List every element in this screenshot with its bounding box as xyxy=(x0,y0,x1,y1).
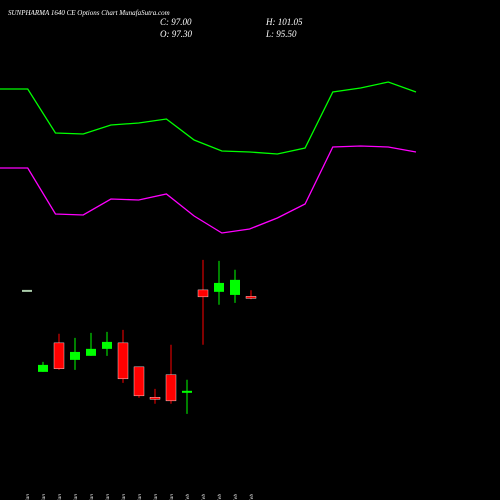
x-tick-label: 29 Jan xyxy=(137,494,143,500)
indicator-line xyxy=(0,145,417,234)
candle-body xyxy=(38,364,48,372)
candle-body xyxy=(22,289,32,292)
x-tick-label: 03 Feb xyxy=(201,494,207,500)
info-low: L: 95.50 xyxy=(265,29,297,39)
x-tick-label: 04 Feb xyxy=(216,494,223,500)
candle-body xyxy=(133,366,145,397)
x-tick-label: 23 Jan xyxy=(89,494,95,500)
candle-body xyxy=(149,397,161,400)
x-tick-label: 19 Jan xyxy=(25,494,31,500)
candle-body xyxy=(165,374,177,402)
x-tick-label: 06 Feb xyxy=(249,494,255,500)
chart-title: SUNPHARMA 1640 CE Options Chart MunafaSu… xyxy=(8,9,170,17)
candle-body xyxy=(245,296,257,299)
x-tick-label: 22 Jan xyxy=(73,494,79,500)
candle-body xyxy=(117,342,129,380)
candle-body xyxy=(70,351,80,360)
candle-body xyxy=(53,342,65,369)
info-open: O: 97.30 xyxy=(160,29,192,39)
x-tick-label: 31 Jan xyxy=(169,494,175,500)
candle-body xyxy=(230,279,240,295)
candle-body xyxy=(102,341,112,349)
candle-body xyxy=(182,390,192,393)
x-tick-label: 28 Jan xyxy=(121,494,127,500)
x-tick-label: 30 Jan xyxy=(153,494,159,500)
candle-body xyxy=(86,348,96,356)
x-tick-label: 20 Jan xyxy=(41,494,47,500)
info-high: H: 101.05 xyxy=(265,17,303,27)
x-tick-label: 01 Feb xyxy=(185,494,191,500)
candle-body xyxy=(197,289,209,298)
candle-body xyxy=(214,282,224,292)
indicator-line xyxy=(0,81,417,155)
x-tick-label: 27 Jan xyxy=(105,494,111,500)
info-close: C: 97.00 xyxy=(160,17,192,27)
x-tick-label: 21 Jan xyxy=(57,494,63,500)
x-tick-label: 05 Feb xyxy=(233,494,239,500)
